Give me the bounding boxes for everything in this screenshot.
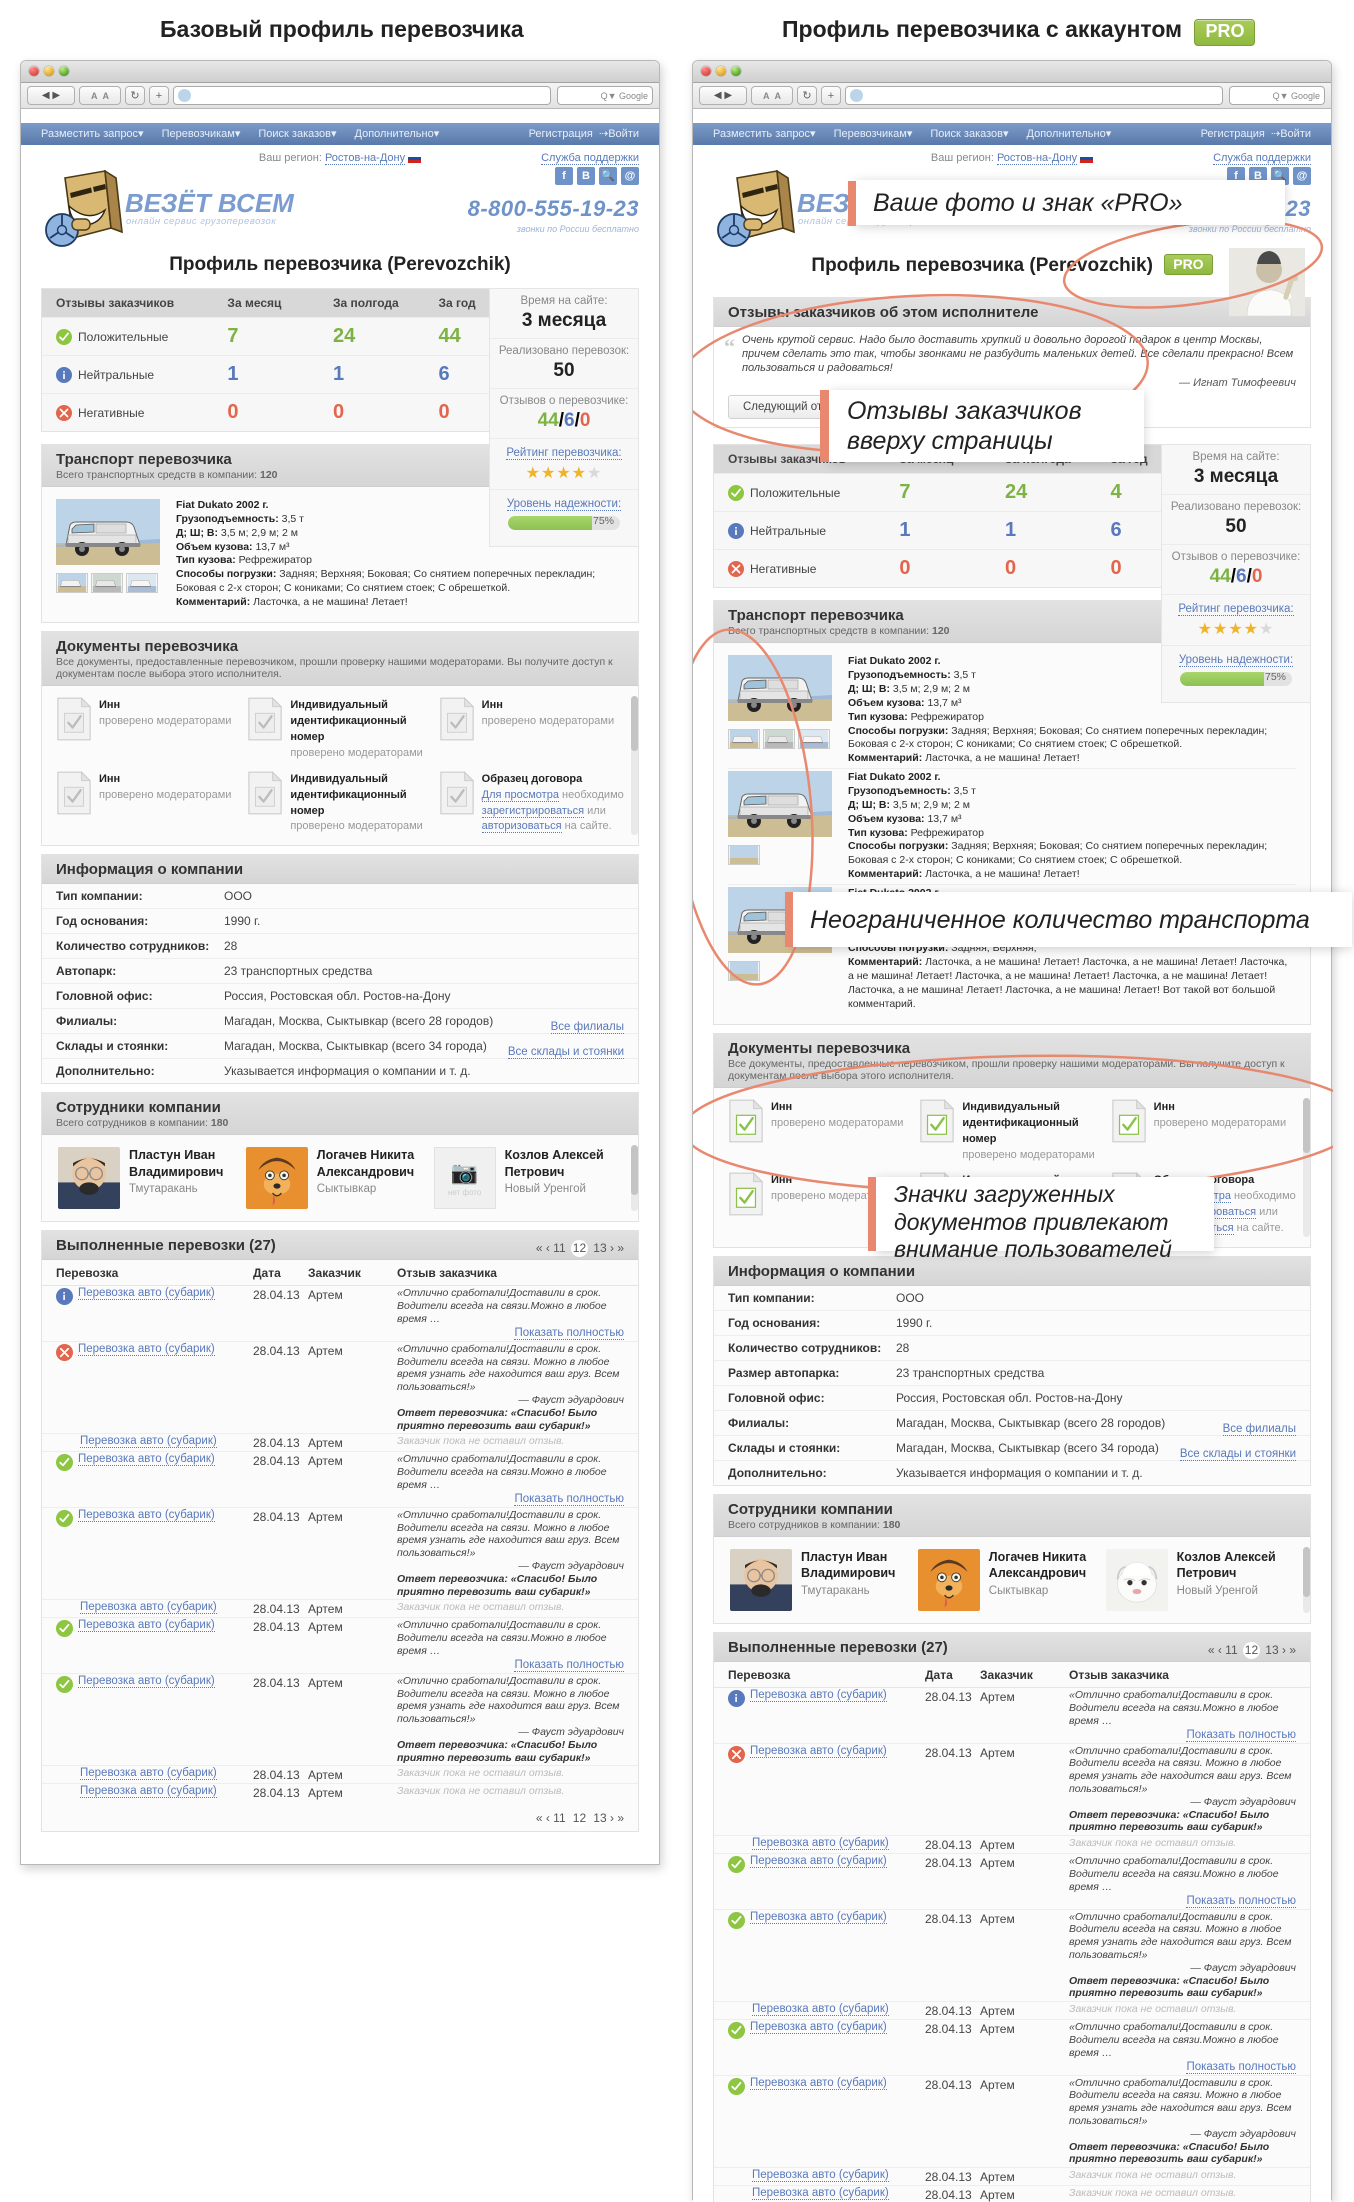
svg-text:ВЕЗЁТ ВСЕМ: ВЕЗЁТ ВСЕМ <box>125 188 295 218</box>
svg-text:онлайн сервис грузоперевозок: онлайн сервис грузоперевозок <box>126 216 276 227</box>
